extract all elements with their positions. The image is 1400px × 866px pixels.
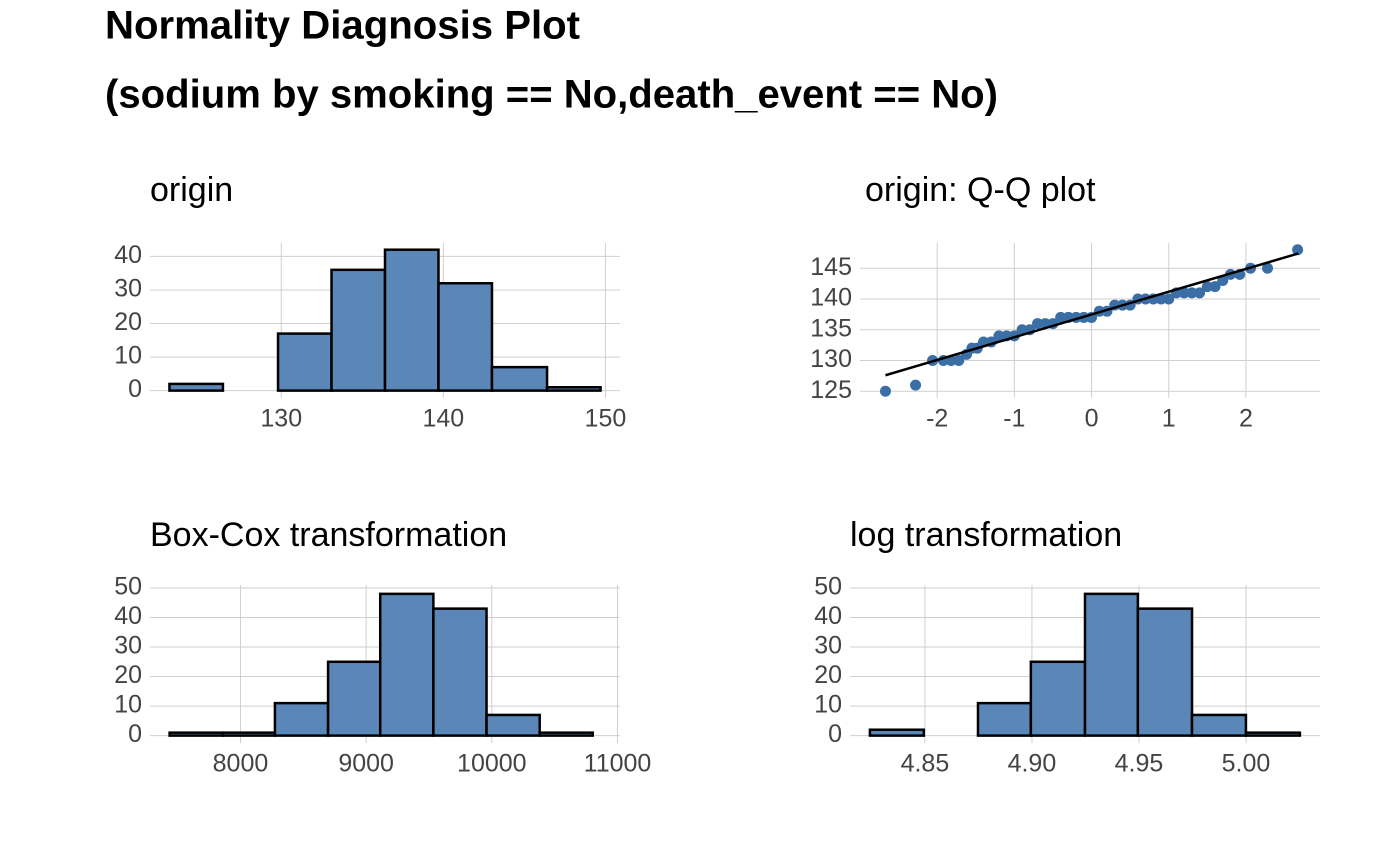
point	[1194, 287, 1206, 299]
y-tick-label: 0	[828, 720, 842, 748]
x-tick-label: 0	[1085, 405, 1099, 433]
y-tick-label: 145	[810, 253, 852, 281]
bar	[490, 365, 549, 392]
bar	[326, 660, 382, 737]
bar	[383, 248, 440, 392]
bar	[1029, 660, 1087, 737]
bar	[432, 607, 488, 737]
point	[879, 385, 891, 397]
y-tick-label: 125	[810, 376, 852, 404]
x-tick-label: 4.95	[1115, 750, 1164, 778]
y-tick-label: 140	[810, 284, 852, 312]
x-tick-label: 130	[260, 405, 302, 433]
bar	[221, 731, 277, 737]
x-tick-label: 5.00	[1222, 750, 1271, 778]
y-tick-label: 20	[114, 308, 142, 336]
y-tick-label: 0	[128, 375, 142, 403]
x-tick-label: -2	[926, 405, 948, 433]
bar	[276, 332, 333, 392]
y-tick-label: 10	[114, 342, 142, 370]
bar	[1083, 592, 1140, 737]
x-tick-label: 1	[1162, 405, 1176, 433]
panel-title: Box-Cox transformation	[150, 516, 507, 554]
y-tick-label: 130	[810, 345, 852, 373]
point	[1292, 244, 1304, 256]
point	[1262, 262, 1274, 274]
x-tick-label: 140	[422, 405, 464, 433]
point	[1055, 311, 1067, 323]
y-tick-label: 10	[814, 691, 842, 719]
point	[1186, 287, 1198, 299]
point	[1209, 281, 1221, 293]
y-tick-label: 50	[114, 573, 142, 601]
bar	[378, 592, 435, 737]
y-tick-label: 40	[814, 602, 842, 630]
bar	[545, 386, 602, 392]
y-tick-label: 30	[114, 632, 142, 660]
panel-title: log transformation	[850, 516, 1122, 554]
bar	[538, 731, 594, 737]
reference-line	[885, 252, 1299, 377]
bar	[330, 268, 387, 392]
point	[1155, 293, 1167, 305]
y-tick-label: 50	[814, 573, 842, 601]
bar	[868, 728, 926, 737]
point	[910, 379, 922, 391]
bar	[485, 713, 541, 737]
bar	[437, 282, 494, 392]
x-tick-label: 9000	[338, 750, 394, 778]
bar	[976, 701, 1033, 737]
y-tick-label: 30	[814, 632, 842, 660]
bar	[168, 382, 225, 392]
bar	[1136, 607, 1194, 737]
x-tick-label: 4.90	[1008, 750, 1057, 778]
y-tick-label: 20	[114, 661, 142, 689]
panel-title: origin	[150, 171, 233, 209]
y-tick-label: 40	[114, 602, 142, 630]
point	[1016, 324, 1028, 336]
y-tick-label: 20	[814, 661, 842, 689]
x-tick-label: 2	[1239, 405, 1253, 433]
chart-subtitle: (sodium by smoking == No,death_event == …	[105, 73, 998, 117]
x-tick-label: 10000	[457, 750, 527, 778]
point	[953, 354, 965, 366]
x-tick-label: 8000	[213, 750, 269, 778]
y-tick-label: 10	[114, 691, 142, 719]
point	[993, 330, 1005, 342]
point	[1163, 293, 1175, 305]
y-tick-label: 135	[810, 314, 852, 342]
x-tick-label: -1	[1003, 405, 1025, 433]
point	[1032, 318, 1044, 330]
x-tick-label: 4.85	[901, 750, 950, 778]
bar	[273, 701, 330, 737]
x-tick-label: 150	[585, 405, 627, 433]
y-tick-label: 40	[114, 241, 142, 269]
bar	[1244, 731, 1302, 737]
chart-title: Normality Diagnosis Plot	[105, 4, 580, 48]
point	[1201, 281, 1213, 293]
panel-title: origin: Q-Q plot	[865, 171, 1096, 209]
y-tick-label: 30	[114, 275, 142, 303]
bar	[168, 731, 225, 737]
x-tick-label: 11000	[584, 750, 652, 778]
y-tick-label: 0	[128, 720, 142, 748]
bar	[1190, 713, 1248, 737]
point	[1178, 287, 1190, 299]
